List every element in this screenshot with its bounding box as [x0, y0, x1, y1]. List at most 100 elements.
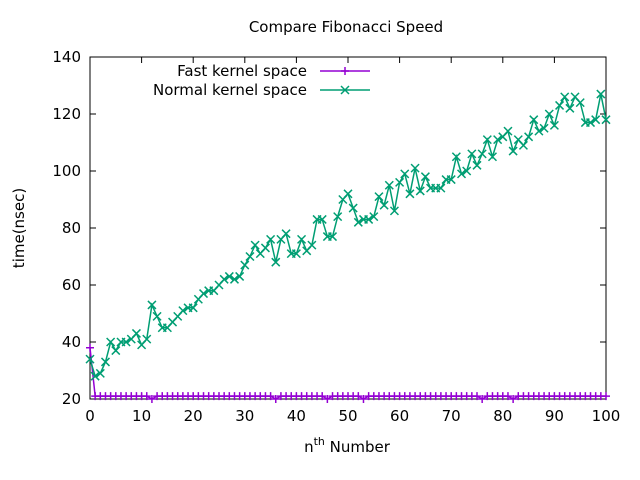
data-point	[106, 337, 116, 347]
x-axis: 0 10 20 30 40 50 60 70 80 90 100	[85, 57, 620, 425]
data-point	[95, 368, 105, 378]
data-point	[436, 183, 446, 193]
data-point	[503, 392, 512, 401]
data-point	[307, 240, 317, 250]
y-tick-label: 20	[62, 390, 81, 408]
data-point	[271, 395, 280, 403]
data-point	[467, 149, 477, 159]
x-tick-label: 70	[442, 407, 461, 425]
data-point	[493, 135, 503, 145]
data-point	[529, 115, 539, 125]
data-point	[585, 118, 596, 128]
data-point	[544, 109, 554, 119]
data-point	[147, 300, 157, 310]
data-point	[142, 392, 151, 401]
legend-label-fast: Fast kernel space	[177, 62, 307, 80]
data-point	[482, 135, 492, 145]
data-point	[364, 214, 374, 224]
x-tick-label: 100	[592, 407, 621, 425]
legend: Fast kernel space Normal kernel space	[153, 62, 370, 99]
data-point	[142, 334, 152, 344]
legend-marker	[341, 67, 349, 75]
data-point	[266, 392, 275, 401]
data-point	[121, 337, 131, 347]
data-point	[131, 328, 141, 338]
y-tick-label: 140	[52, 48, 81, 66]
series-fast-kernel-space	[86, 343, 610, 403]
data-point	[400, 169, 410, 179]
x-axis-label-number: Number	[325, 438, 391, 456]
data-point	[198, 289, 209, 299]
data-point	[575, 98, 585, 108]
data-point	[389, 206, 399, 216]
series-line	[89, 347, 606, 400]
data-point	[188, 303, 198, 313]
data-point	[343, 189, 353, 199]
series-layer	[85, 89, 611, 403]
data-point	[451, 152, 461, 162]
data-point	[178, 306, 188, 316]
data-point	[235, 271, 245, 281]
data-point	[560, 92, 570, 102]
x-tick-label: 10	[132, 407, 151, 425]
data-point	[591, 115, 601, 125]
y-axis-label: time(nsec)	[10, 188, 28, 268]
legend-marker	[340, 85, 350, 95]
data-point	[539, 123, 549, 133]
data-point	[318, 392, 327, 401]
data-point	[224, 271, 234, 281]
data-point	[369, 212, 379, 222]
y-tick-label: 100	[52, 162, 81, 180]
x-tick-label: 0	[85, 407, 95, 425]
data-point	[147, 395, 156, 403]
data-point	[477, 149, 487, 159]
data-point	[317, 214, 327, 224]
data-point	[405, 189, 415, 199]
data-point	[565, 103, 575, 113]
data-point	[509, 395, 518, 403]
data-point	[323, 395, 332, 403]
data-point	[260, 243, 270, 253]
data-point	[271, 257, 281, 267]
data-point	[549, 120, 559, 130]
series-normal-kernel-space	[85, 89, 611, 381]
y-tick-label: 60	[62, 276, 81, 294]
data-point	[503, 126, 513, 136]
data-point	[534, 126, 544, 136]
data-point	[353, 217, 363, 227]
data-point	[601, 115, 611, 125]
data-point	[374, 192, 384, 202]
legend-markers	[340, 67, 350, 95]
data-point	[219, 274, 229, 284]
data-point	[245, 251, 255, 262]
data-point	[348, 203, 358, 213]
data-point	[508, 146, 518, 156]
data-point	[100, 357, 111, 367]
x-axis-label: nth Number	[304, 435, 391, 456]
y-tick-label: 120	[52, 105, 81, 123]
data-point	[472, 160, 482, 170]
data-point	[291, 249, 301, 259]
data-point	[379, 200, 389, 210]
data-point	[327, 232, 338, 242]
data-point	[473, 392, 481, 401]
data-point	[456, 169, 467, 179]
data-point	[524, 132, 534, 142]
data-point	[395, 177, 405, 187]
plot-area	[89, 56, 607, 400]
data-point	[420, 172, 430, 182]
data-point	[384, 180, 394, 190]
data-point	[90, 371, 100, 381]
data-point	[596, 89, 606, 99]
data-point	[487, 152, 498, 162]
data-point	[518, 140, 528, 150]
x-tick-label: 50	[338, 407, 357, 425]
plot-border	[89, 56, 607, 400]
y-axis: 20 40 60 80 100 120 140	[52, 48, 606, 408]
data-point	[354, 392, 363, 401]
data-point	[240, 260, 250, 270]
data-point	[359, 395, 368, 403]
x-tick-label: 30	[235, 407, 254, 425]
data-point	[152, 311, 162, 321]
